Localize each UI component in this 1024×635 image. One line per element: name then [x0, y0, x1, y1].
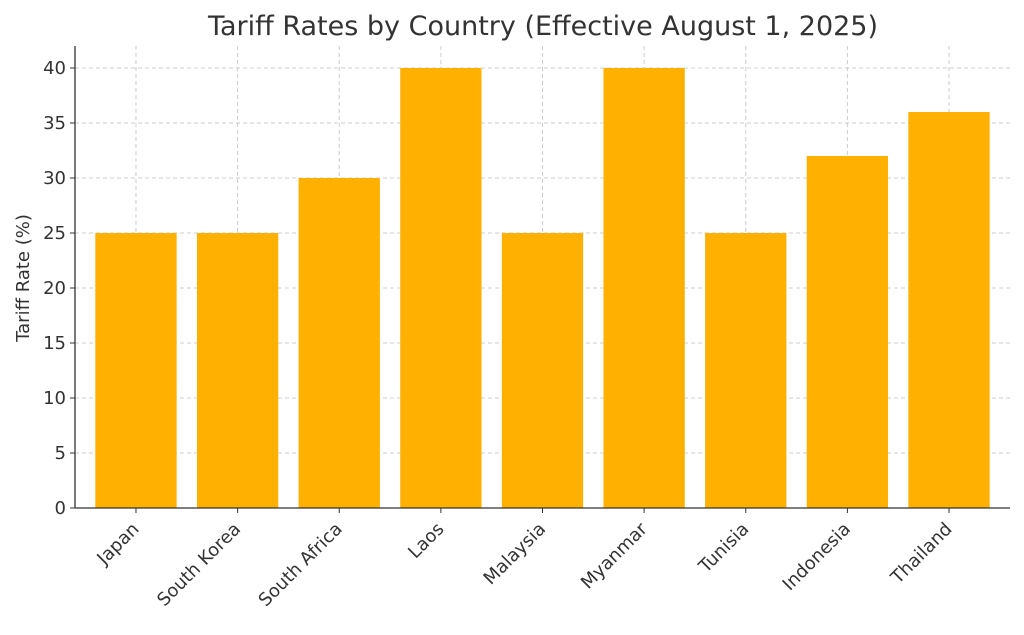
y-axis-label: Tariff Rate (%) [13, 214, 34, 343]
x-axis-ticks: Japan South Korea South Africa Laos Malaysia… [92, 508, 957, 611]
x-tick-label: Laos [404, 519, 448, 563]
bar-myanmar [603, 68, 685, 508]
x-tick-label: Japan [92, 519, 143, 570]
bar-south-korea [196, 233, 279, 508]
x-tick-label: Thailand [886, 519, 956, 589]
bar-tunisia [705, 233, 787, 508]
x-tick-label: Myanmar [577, 518, 652, 593]
y-tick-label: 10 [43, 388, 66, 409]
y-tick-label: 0 [55, 498, 66, 519]
chart-title: Tariff Rates by Country (Effective Augus… [207, 11, 878, 42]
y-tick-label: 35 [43, 113, 66, 134]
y-tick-label: 40 [43, 58, 66, 79]
bar-japan [95, 233, 177, 508]
bar-south-africa [298, 178, 380, 508]
y-tick-label: 30 [43, 168, 66, 189]
x-tick-label: South Korea [153, 519, 245, 611]
bar-thailand [908, 112, 990, 508]
y-axis-ticks: 0 5 10 15 20 25 30 35 40 [43, 58, 75, 519]
x-tick-label: South Africa [255, 519, 347, 611]
y-tick-label: 25 [43, 223, 66, 244]
y-tick-label: 5 [55, 443, 66, 464]
x-tick-label: Tunisia [694, 519, 753, 578]
y-tick-label: 15 [43, 333, 66, 354]
x-tick-label: Indonesia [779, 519, 855, 595]
bar-laos [400, 68, 482, 508]
bars [95, 68, 990, 508]
y-tick-label: 20 [43, 278, 66, 299]
bar-indonesia [806, 156, 889, 508]
bar-malaysia [501, 233, 584, 508]
x-tick-label: Malaysia [480, 519, 550, 589]
